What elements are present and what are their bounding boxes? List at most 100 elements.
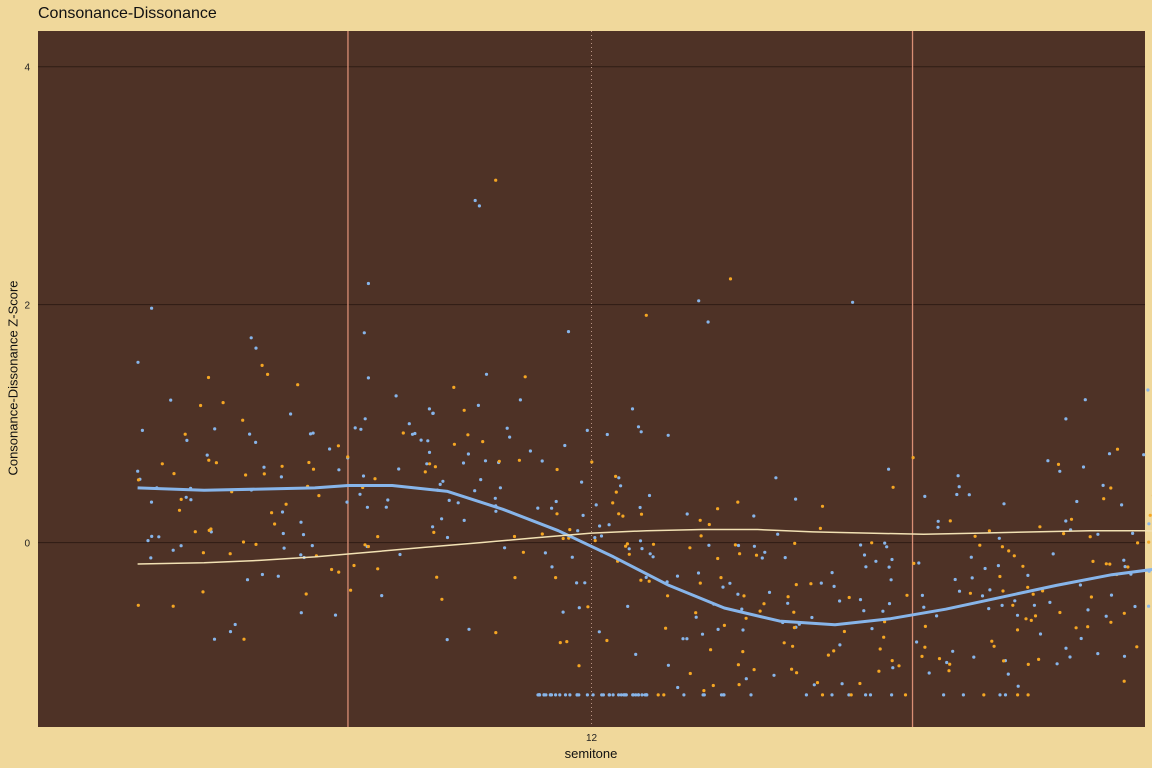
blue-point bbox=[149, 500, 154, 504]
blue-point bbox=[883, 541, 887, 545]
orange-point bbox=[494, 178, 498, 182]
orange-point bbox=[809, 582, 813, 586]
blue-point bbox=[593, 536, 597, 540]
orange-point bbox=[136, 478, 141, 482]
orange-point bbox=[241, 540, 246, 544]
blue-point bbox=[179, 544, 183, 548]
blue-point bbox=[972, 655, 976, 659]
blue-point bbox=[1032, 603, 1036, 607]
orange-point bbox=[349, 588, 353, 592]
blue-point bbox=[380, 594, 384, 598]
orange-point bbox=[617, 512, 621, 516]
blue-point bbox=[537, 693, 541, 697]
blue-point bbox=[150, 534, 154, 539]
blue-point bbox=[508, 435, 512, 439]
blue-point bbox=[891, 666, 895, 670]
orange-point bbox=[352, 563, 356, 568]
blue-point bbox=[289, 412, 293, 416]
blue-point bbox=[1002, 502, 1006, 506]
orange-point bbox=[973, 534, 977, 538]
orange-point bbox=[621, 514, 625, 518]
blue-point bbox=[885, 545, 889, 549]
orange-point bbox=[1026, 585, 1030, 589]
orange-point bbox=[1115, 447, 1120, 451]
blue-point bbox=[333, 613, 338, 617]
blue-point bbox=[874, 559, 878, 563]
orange-point bbox=[221, 401, 225, 405]
orange-point bbox=[1147, 540, 1151, 544]
blue-point bbox=[1068, 655, 1072, 659]
smooth-curves bbox=[137, 484, 1152, 627]
blue-point bbox=[1058, 469, 1062, 473]
orange-point bbox=[937, 657, 942, 661]
blue-point bbox=[245, 578, 250, 582]
blue-point bbox=[772, 673, 776, 677]
blue-point bbox=[413, 431, 417, 436]
blue-point bbox=[544, 693, 548, 697]
orange-point bbox=[698, 518, 702, 522]
blue-point bbox=[431, 411, 435, 415]
blue-point bbox=[859, 543, 863, 547]
orange-point bbox=[947, 669, 951, 673]
orange-point bbox=[1037, 657, 1041, 662]
blue-point bbox=[1081, 465, 1086, 469]
blue-point bbox=[767, 590, 772, 595]
blue-point bbox=[550, 565, 554, 569]
x-axis-label: semitone bbox=[564, 746, 618, 761]
y-tick-label: 0 bbox=[24, 539, 30, 550]
orange-point bbox=[1122, 679, 1126, 683]
blue-point bbox=[365, 505, 369, 509]
orange-point bbox=[440, 597, 444, 601]
blue-point bbox=[868, 693, 873, 697]
blue-point bbox=[386, 498, 390, 502]
orange-point bbox=[554, 576, 558, 580]
blue-point bbox=[640, 693, 644, 697]
orange-point bbox=[1086, 625, 1090, 629]
blue-point bbox=[445, 638, 449, 642]
blue-point bbox=[280, 510, 285, 514]
orange-point bbox=[656, 693, 660, 697]
blue-point bbox=[619, 484, 623, 488]
blue-point bbox=[953, 577, 957, 582]
orange-point bbox=[741, 650, 745, 654]
blue-point bbox=[638, 505, 642, 510]
orange-point bbox=[736, 663, 741, 667]
orange-point bbox=[737, 683, 741, 687]
blue-point bbox=[384, 505, 388, 509]
orange-point bbox=[561, 536, 565, 541]
blue-point bbox=[299, 520, 303, 524]
blue-point bbox=[1122, 654, 1127, 658]
orange-point bbox=[214, 461, 218, 465]
orange-point bbox=[978, 543, 982, 547]
orange-point bbox=[201, 551, 205, 555]
orange-point bbox=[1015, 628, 1020, 632]
orange-point bbox=[452, 442, 456, 446]
blue-point bbox=[1083, 398, 1087, 402]
orange-point bbox=[1056, 462, 1061, 466]
blue-point bbox=[477, 204, 481, 208]
orange-point bbox=[694, 611, 698, 615]
orange-point bbox=[920, 654, 924, 659]
blue-point bbox=[887, 467, 891, 471]
orange-point bbox=[1002, 659, 1006, 663]
blue-point bbox=[1048, 600, 1052, 605]
cream-smooth-line bbox=[137, 528, 1152, 565]
blue-point bbox=[427, 450, 432, 454]
orange-point bbox=[317, 494, 321, 498]
orange-point bbox=[432, 530, 436, 535]
blue-point bbox=[923, 494, 927, 498]
blue-point bbox=[1051, 552, 1055, 556]
blue-point bbox=[922, 605, 926, 609]
blue-point bbox=[1046, 459, 1050, 463]
blue-point bbox=[479, 478, 483, 482]
orange-point bbox=[758, 609, 762, 613]
orange-point bbox=[1089, 595, 1093, 599]
blue-point bbox=[957, 589, 962, 593]
blue-point bbox=[580, 480, 584, 484]
orange-point bbox=[820, 504, 825, 508]
blue-point bbox=[410, 432, 415, 436]
orange-point bbox=[614, 490, 618, 494]
blue-point bbox=[988, 588, 992, 592]
blue-point bbox=[548, 693, 552, 697]
blue-point bbox=[736, 592, 740, 596]
